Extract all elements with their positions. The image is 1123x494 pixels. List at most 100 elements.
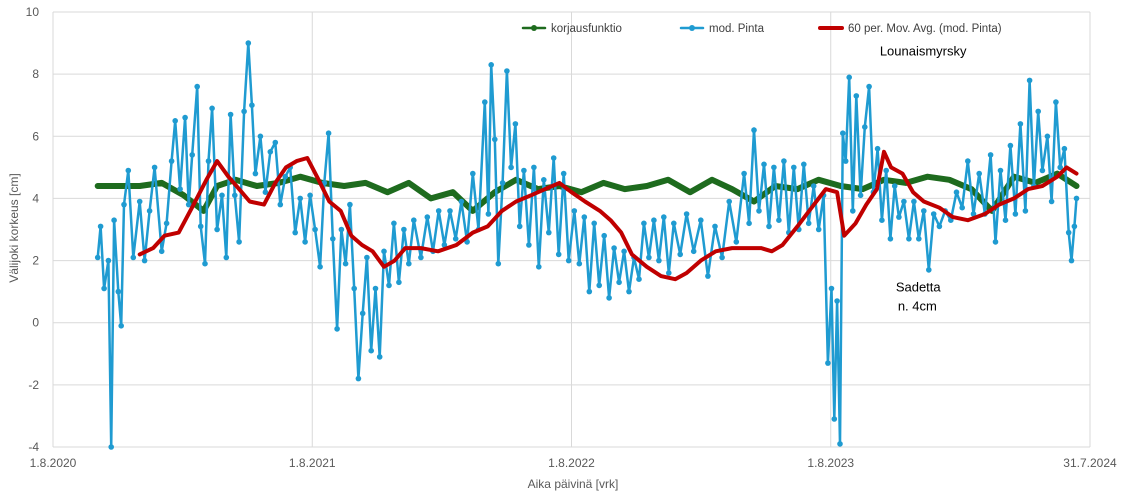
y-tick-label: 8 bbox=[32, 67, 39, 81]
data-point bbox=[837, 441, 843, 447]
data-point bbox=[611, 245, 617, 251]
y-tick-label: 10 bbox=[26, 5, 40, 19]
data-point bbox=[115, 288, 122, 295]
data-point bbox=[810, 183, 817, 189]
data-point bbox=[546, 229, 552, 236]
data-point bbox=[508, 164, 514, 171]
data-point bbox=[1039, 167, 1046, 174]
data-point bbox=[202, 260, 208, 267]
data-point bbox=[136, 183, 143, 189]
data-point bbox=[177, 186, 183, 192]
legend: korjausfunktio mod. Pinta 60 per. Mov. Avg… bbox=[521, 23, 1002, 35]
data-point bbox=[879, 217, 885, 223]
data-point bbox=[1007, 142, 1014, 149]
data-point bbox=[214, 226, 220, 233]
data-point bbox=[751, 198, 757, 205]
data-point bbox=[406, 180, 412, 186]
y-tick-label: 4 bbox=[32, 191, 39, 205]
data-point bbox=[435, 208, 442, 214]
data-point bbox=[168, 158, 175, 164]
data-point bbox=[712, 223, 718, 230]
data-point bbox=[665, 177, 671, 183]
x-tick-label: 31.7.2024 bbox=[1063, 456, 1117, 470]
data-point bbox=[182, 114, 188, 121]
data-point bbox=[733, 239, 740, 245]
data-point bbox=[277, 201, 284, 208]
data-point bbox=[227, 111, 234, 118]
data-point bbox=[307, 192, 313, 199]
data-point bbox=[1022, 208, 1029, 214]
data-point bbox=[450, 189, 456, 195]
data-point bbox=[857, 192, 864, 199]
data-point bbox=[815, 177, 822, 183]
data-point bbox=[842, 158, 849, 164]
data-point bbox=[146, 208, 153, 214]
data-point bbox=[636, 276, 642, 283]
data-point bbox=[232, 192, 238, 199]
data-point bbox=[194, 83, 200, 90]
y-tick-label: -2 bbox=[28, 378, 39, 392]
x-axis-ticks: 1.8.2020 1.8.2021 1.8.2022 1.8.2023 31.7.202… bbox=[30, 456, 1117, 470]
data-point bbox=[946, 177, 953, 183]
data-point bbox=[874, 145, 881, 152]
data-point bbox=[492, 136, 498, 143]
data-point bbox=[1048, 198, 1055, 205]
data-point bbox=[219, 192, 225, 199]
data-point bbox=[1071, 223, 1078, 230]
data-point bbox=[249, 102, 255, 108]
data-point bbox=[257, 133, 264, 140]
data-point bbox=[384, 189, 391, 195]
data-point bbox=[1073, 183, 1080, 189]
data-point bbox=[485, 211, 492, 217]
legend-item: korjausfunktio bbox=[521, 23, 622, 35]
data-point bbox=[840, 130, 846, 136]
y-tick-label: 2 bbox=[32, 254, 39, 268]
data-point bbox=[189, 152, 195, 158]
data-point bbox=[690, 248, 697, 255]
data-point bbox=[406, 260, 412, 267]
data-point bbox=[338, 226, 345, 233]
data-point bbox=[241, 108, 247, 115]
data-point bbox=[130, 254, 137, 261]
data-point bbox=[536, 264, 542, 270]
data-point bbox=[452, 236, 459, 242]
data-point bbox=[1057, 164, 1063, 171]
series-mod-pinta bbox=[94, 40, 1080, 450]
y-axis-ticks: -4 -2 0 2 4 6 8 10 bbox=[26, 5, 40, 454]
data-point bbox=[705, 273, 711, 279]
data-point bbox=[359, 310, 366, 317]
data-point bbox=[959, 204, 965, 211]
data-point bbox=[626, 288, 632, 295]
data-point bbox=[921, 208, 927, 214]
data-point bbox=[125, 167, 132, 174]
data-point bbox=[458, 198, 465, 205]
data-point bbox=[641, 220, 647, 227]
data-point bbox=[576, 260, 583, 267]
data-point bbox=[381, 248, 387, 255]
data-point bbox=[512, 121, 519, 127]
data-point bbox=[600, 180, 607, 186]
data-point bbox=[141, 257, 148, 264]
data-point bbox=[105, 257, 112, 264]
data-point bbox=[341, 183, 348, 189]
data-point bbox=[601, 232, 607, 239]
data-point bbox=[916, 236, 922, 242]
data-point bbox=[976, 170, 982, 177]
data-point bbox=[355, 375, 362, 382]
legend-marker bbox=[531, 25, 537, 31]
data-point bbox=[741, 170, 747, 177]
data-point bbox=[267, 149, 274, 155]
data-point bbox=[677, 251, 683, 258]
data-point bbox=[661, 214, 667, 220]
data-point bbox=[236, 239, 242, 245]
data-point bbox=[121, 201, 127, 208]
data-point bbox=[362, 180, 369, 186]
data-point bbox=[578, 189, 585, 195]
data-point bbox=[751, 127, 757, 133]
x-tick-label: 1.8.2023 bbox=[807, 456, 854, 470]
data-point bbox=[158, 248, 165, 255]
data-point bbox=[424, 214, 431, 220]
data-point bbox=[94, 254, 101, 261]
data-point bbox=[245, 40, 252, 46]
